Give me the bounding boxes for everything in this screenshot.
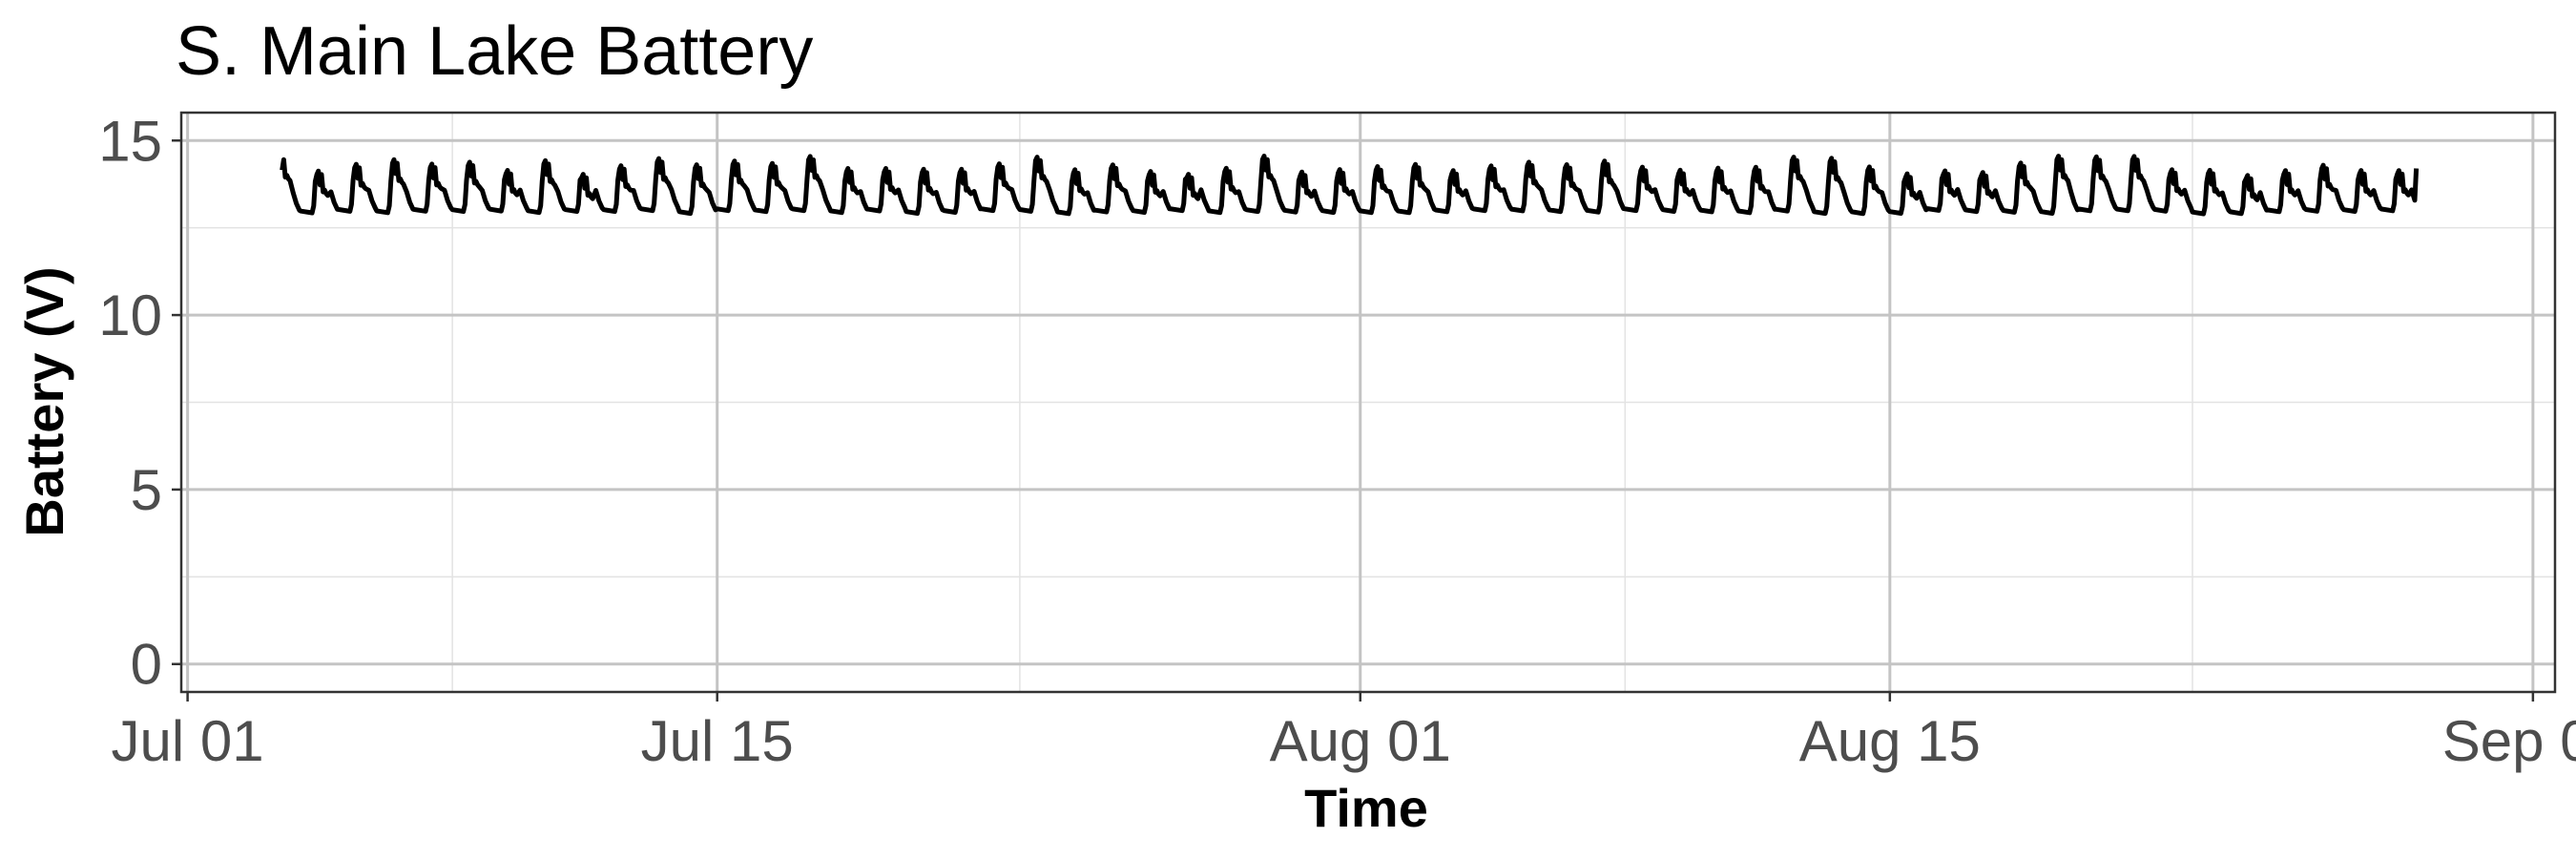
x-tick-label: Jul 15: [641, 709, 794, 773]
battery-series-line: [280, 154, 2420, 217]
y-tick-label: 0: [131, 633, 162, 697]
y-tick-label: 5: [131, 458, 162, 522]
x-tick-label: Aug 15: [1799, 709, 1981, 773]
x-axis: Jul 01 Jul 15 Aug 01 Aug 15 Sep 01: [112, 692, 2576, 773]
plot-panel-border: [179, 111, 2557, 694]
y-axis-title: Battery (V): [14, 266, 74, 536]
y-tick-label: 10: [98, 283, 162, 347]
y-tick-label: 15: [98, 109, 162, 173]
minor-gridlines: [181, 113, 2555, 692]
x-tick-label: Jul 01: [112, 709, 264, 773]
chart-title: S. Main Lake Battery: [176, 13, 813, 90]
y-axis: 0 5 10 15: [98, 109, 181, 697]
x-tick-label: Aug 01: [1270, 709, 1451, 773]
x-axis-title: Time: [1304, 778, 1428, 838]
x-tick-label: Sep 01: [2442, 709, 2576, 773]
